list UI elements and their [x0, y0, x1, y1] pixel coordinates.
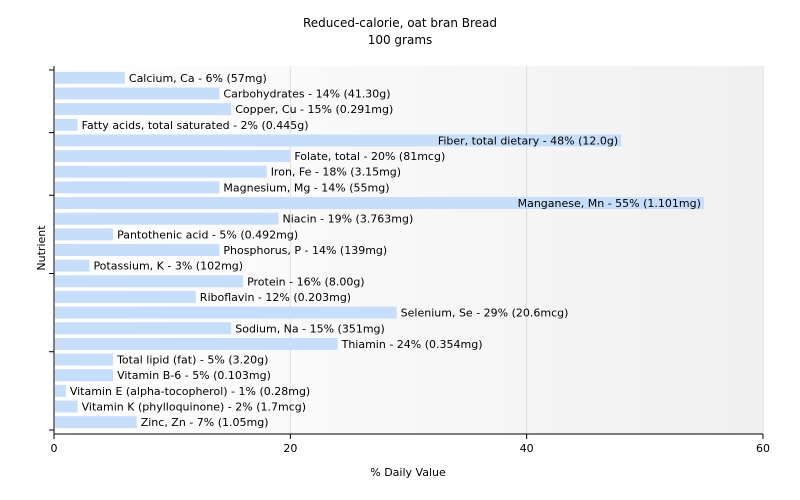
bar	[55, 401, 78, 413]
bar	[55, 260, 89, 272]
bar-label: Vitamin B-6 - 5% (0.103mg)	[117, 369, 271, 382]
x-tick-label: 0	[51, 442, 58, 455]
x-tick-label: 60	[756, 442, 770, 455]
bar-label: Carbohydrates - 14% (41.30g)	[223, 87, 390, 100]
bar-label: Selenium, Se - 29% (20.6mcg)	[401, 307, 569, 320]
bar-label: Calcium, Ca - 6% (57mg)	[129, 72, 267, 85]
bar-label: Total lipid (fat) - 5% (3.20g)	[116, 354, 268, 367]
bar-label: Protein - 16% (8.00g)	[247, 275, 365, 288]
bar-label: Fiber, total dietary - 48% (12.0g)	[438, 134, 618, 147]
bar	[55, 166, 267, 178]
bar-label: Zinc, Zn - 7% (1.05mg)	[141, 416, 269, 429]
bar	[55, 213, 279, 225]
x-tick-label: 20	[283, 442, 297, 455]
bar-label: Iron, Fe - 18% (3.15mg)	[271, 166, 401, 179]
bar-label: Thiamin - 24% (0.354mg)	[341, 338, 483, 351]
bar	[55, 150, 290, 162]
bar-label: Folate, total - 20% (81mcg)	[294, 150, 445, 163]
bar	[55, 291, 196, 303]
bar-label: Riboflavin - 12% (0.203mg)	[200, 291, 351, 304]
bar	[55, 307, 397, 319]
bar-label: Sodium, Na - 15% (351mg)	[235, 322, 385, 335]
bar	[55, 87, 219, 99]
bar-label: Fatty acids, total saturated - 2% (0.445…	[82, 119, 309, 132]
bar-label: Vitamin E (alpha-tocopherol) - 1% (0.28m…	[70, 385, 310, 398]
bar-label: Vitamin K (phylloquinone) - 2% (1.7mcg)	[82, 401, 306, 414]
bar-label: Manganese, Mn - 55% (1.101mg)	[518, 197, 701, 210]
bar	[55, 338, 338, 350]
bar	[55, 228, 113, 240]
bar	[55, 244, 219, 256]
x-axis-ticks: 0 20 40 60	[51, 434, 771, 455]
bar-label: Potassium, K - 3% (102mg)	[93, 260, 243, 273]
bar-label: Copper, Cu - 15% (0.291mg)	[235, 103, 393, 116]
bar-label: Niacin - 19% (3.763mg)	[283, 213, 414, 226]
bar	[55, 103, 231, 115]
bar	[55, 72, 125, 84]
bar	[55, 119, 78, 131]
bar	[55, 275, 243, 287]
y-axis-ticks	[49, 70, 54, 430]
bar	[55, 385, 66, 397]
bar-label: Magnesium, Mg - 14% (55mg)	[223, 181, 389, 194]
bar-label: Phosphorus, P - 14% (139mg)	[223, 244, 387, 257]
chart-subtitle: 100 grams	[368, 33, 433, 47]
bar	[55, 354, 113, 366]
bar-label: Pantothenic acid - 5% (0.492mg)	[117, 228, 298, 241]
x-axis-label: % Daily Value	[370, 466, 446, 479]
bar	[55, 181, 219, 193]
chart-title: Reduced-calorie, oat bran Bread	[303, 16, 497, 30]
x-tick-label: 40	[520, 442, 534, 455]
bar	[55, 322, 231, 334]
y-axis-label: Nutrient	[35, 225, 48, 271]
bar	[55, 416, 137, 428]
bar	[55, 369, 113, 381]
